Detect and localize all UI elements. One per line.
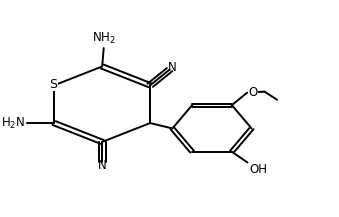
- Text: NH$_2$: NH$_2$: [92, 31, 116, 46]
- Text: N: N: [98, 159, 106, 172]
- Text: O: O: [249, 86, 258, 99]
- Text: S: S: [49, 78, 58, 91]
- Text: N: N: [168, 61, 177, 74]
- Text: H$_2$N: H$_2$N: [1, 115, 25, 131]
- Text: OH: OH: [249, 163, 267, 176]
